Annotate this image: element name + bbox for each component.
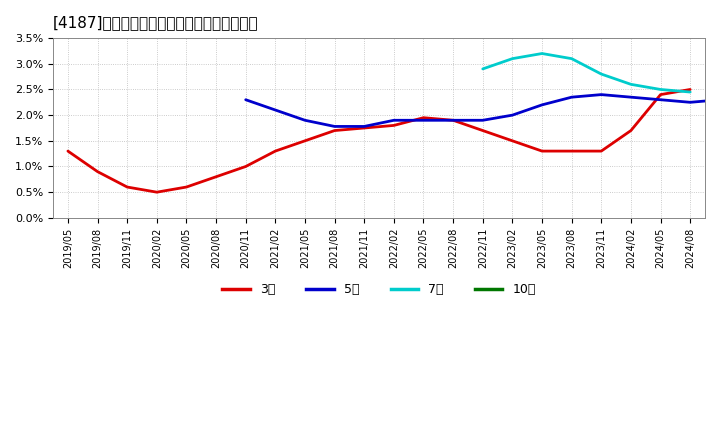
Text: [4187]　経常利益マージンの標準偏差の推移: [4187] 経常利益マージンの標準偏差の推移	[53, 15, 258, 30]
Legend: 3年, 5年, 7年, 10年: 3年, 5年, 7年, 10年	[217, 279, 541, 301]
